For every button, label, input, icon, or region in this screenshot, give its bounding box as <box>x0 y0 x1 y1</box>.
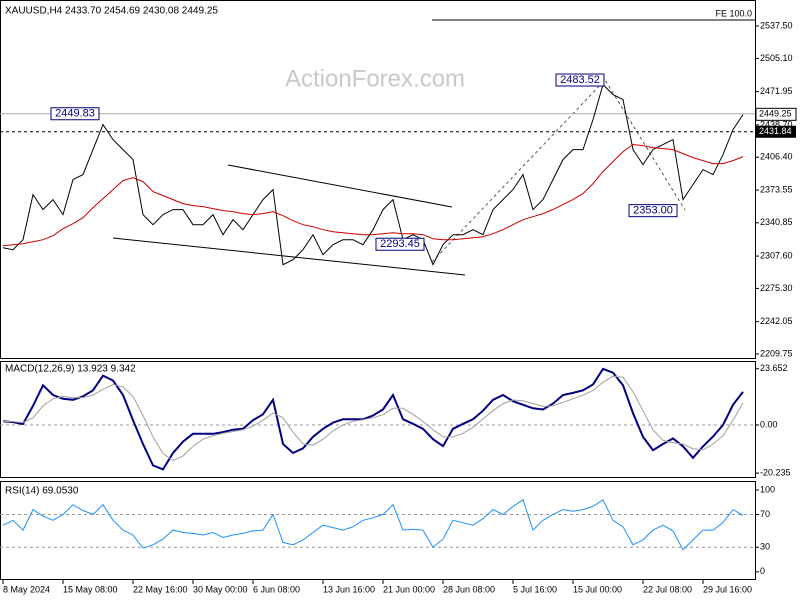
y-tick-label: 100 <box>760 484 775 494</box>
y-tick-label: 23.652 <box>760 363 788 373</box>
price-label: 2353.00 <box>633 205 673 217</box>
x-tick-label: 30 May 00:00 <box>193 584 248 594</box>
x-tick-label: 5 Jul 16:00 <box>513 584 557 594</box>
price-label: 2483.52 <box>560 74 600 86</box>
x-tick-label: 21 Jun 00:00 <box>383 584 435 594</box>
price-label-box <box>628 204 678 218</box>
level-label: 2431.84 <box>759 126 792 136</box>
y-tick-label: 2307.60 <box>760 250 793 260</box>
level-box <box>756 125 796 138</box>
watermark: ActionForex.com <box>285 65 465 92</box>
price-label: 2293.45 <box>380 238 420 250</box>
x-tick-label: 15 May 08:00 <box>63 584 118 594</box>
price-label-box <box>555 73 605 87</box>
y-tick-label: -20.235 <box>760 467 791 477</box>
y-tick-label: 2209.75 <box>760 348 793 358</box>
x-tick-label: 13 Jun 16:00 <box>323 584 375 594</box>
series-line <box>2 144 744 247</box>
series-line <box>2 375 744 462</box>
rsi-panel <box>0 481 756 580</box>
y-tick-label: 2438.70 <box>760 119 793 129</box>
x-tick-label: 29 Jul 16:00 <box>703 584 752 594</box>
price-label-box <box>375 237 425 251</box>
macd-panel <box>0 361 756 478</box>
series-line <box>2 83 744 266</box>
y-tick-label: 2505.10 <box>760 53 793 63</box>
y-tick-label: 0.00 <box>760 419 778 429</box>
x-tick-label: 22 May 16:00 <box>133 584 188 594</box>
trendline <box>227 164 453 208</box>
trendline <box>112 237 466 276</box>
y-tick-label: 2537.50 <box>760 20 793 30</box>
y-tick-label: 2340.85 <box>760 217 793 227</box>
price-header: XAUUSD,H4 2433.70 2454.69 2430.08 2449.2… <box>5 6 218 17</box>
series-line <box>2 499 744 551</box>
x-tick-label: 28 Jun 08:00 <box>443 584 495 594</box>
y-tick-label: 30 <box>760 542 770 552</box>
price-panel <box>0 0 756 359</box>
rsi-header: RSI(14) 69.0530 <box>5 486 79 497</box>
series-line <box>2 367 744 471</box>
price-label-box <box>50 107 100 121</box>
y-tick-label: 2275.30 <box>760 283 793 293</box>
last-price: 2449.25 <box>759 109 792 119</box>
y-tick-label: 2242.05 <box>760 316 793 326</box>
macd-header: MACD(12,26,9) 13.923 9.342 <box>5 364 136 375</box>
x-tick-label: 15 Jul 00:00 <box>573 584 622 594</box>
fe-label: FE 100.0 <box>715 8 752 18</box>
x-tick-label: 6 Jun 08:00 <box>253 584 300 594</box>
y-tick-label: 2406.40 <box>760 152 793 162</box>
y-tick-label: 2471.95 <box>760 86 793 96</box>
x-tick-label: 8 May 2024 <box>3 584 50 594</box>
x-tick-label: 22 Jul 08:00 <box>643 584 692 594</box>
price-label: 2449.83 <box>55 108 95 120</box>
y-tick-label: 70 <box>760 509 770 519</box>
y-tick-label: 2373.55 <box>760 184 793 194</box>
y-tick-label: 0 <box>760 566 765 576</box>
last-price-box <box>755 107 797 121</box>
